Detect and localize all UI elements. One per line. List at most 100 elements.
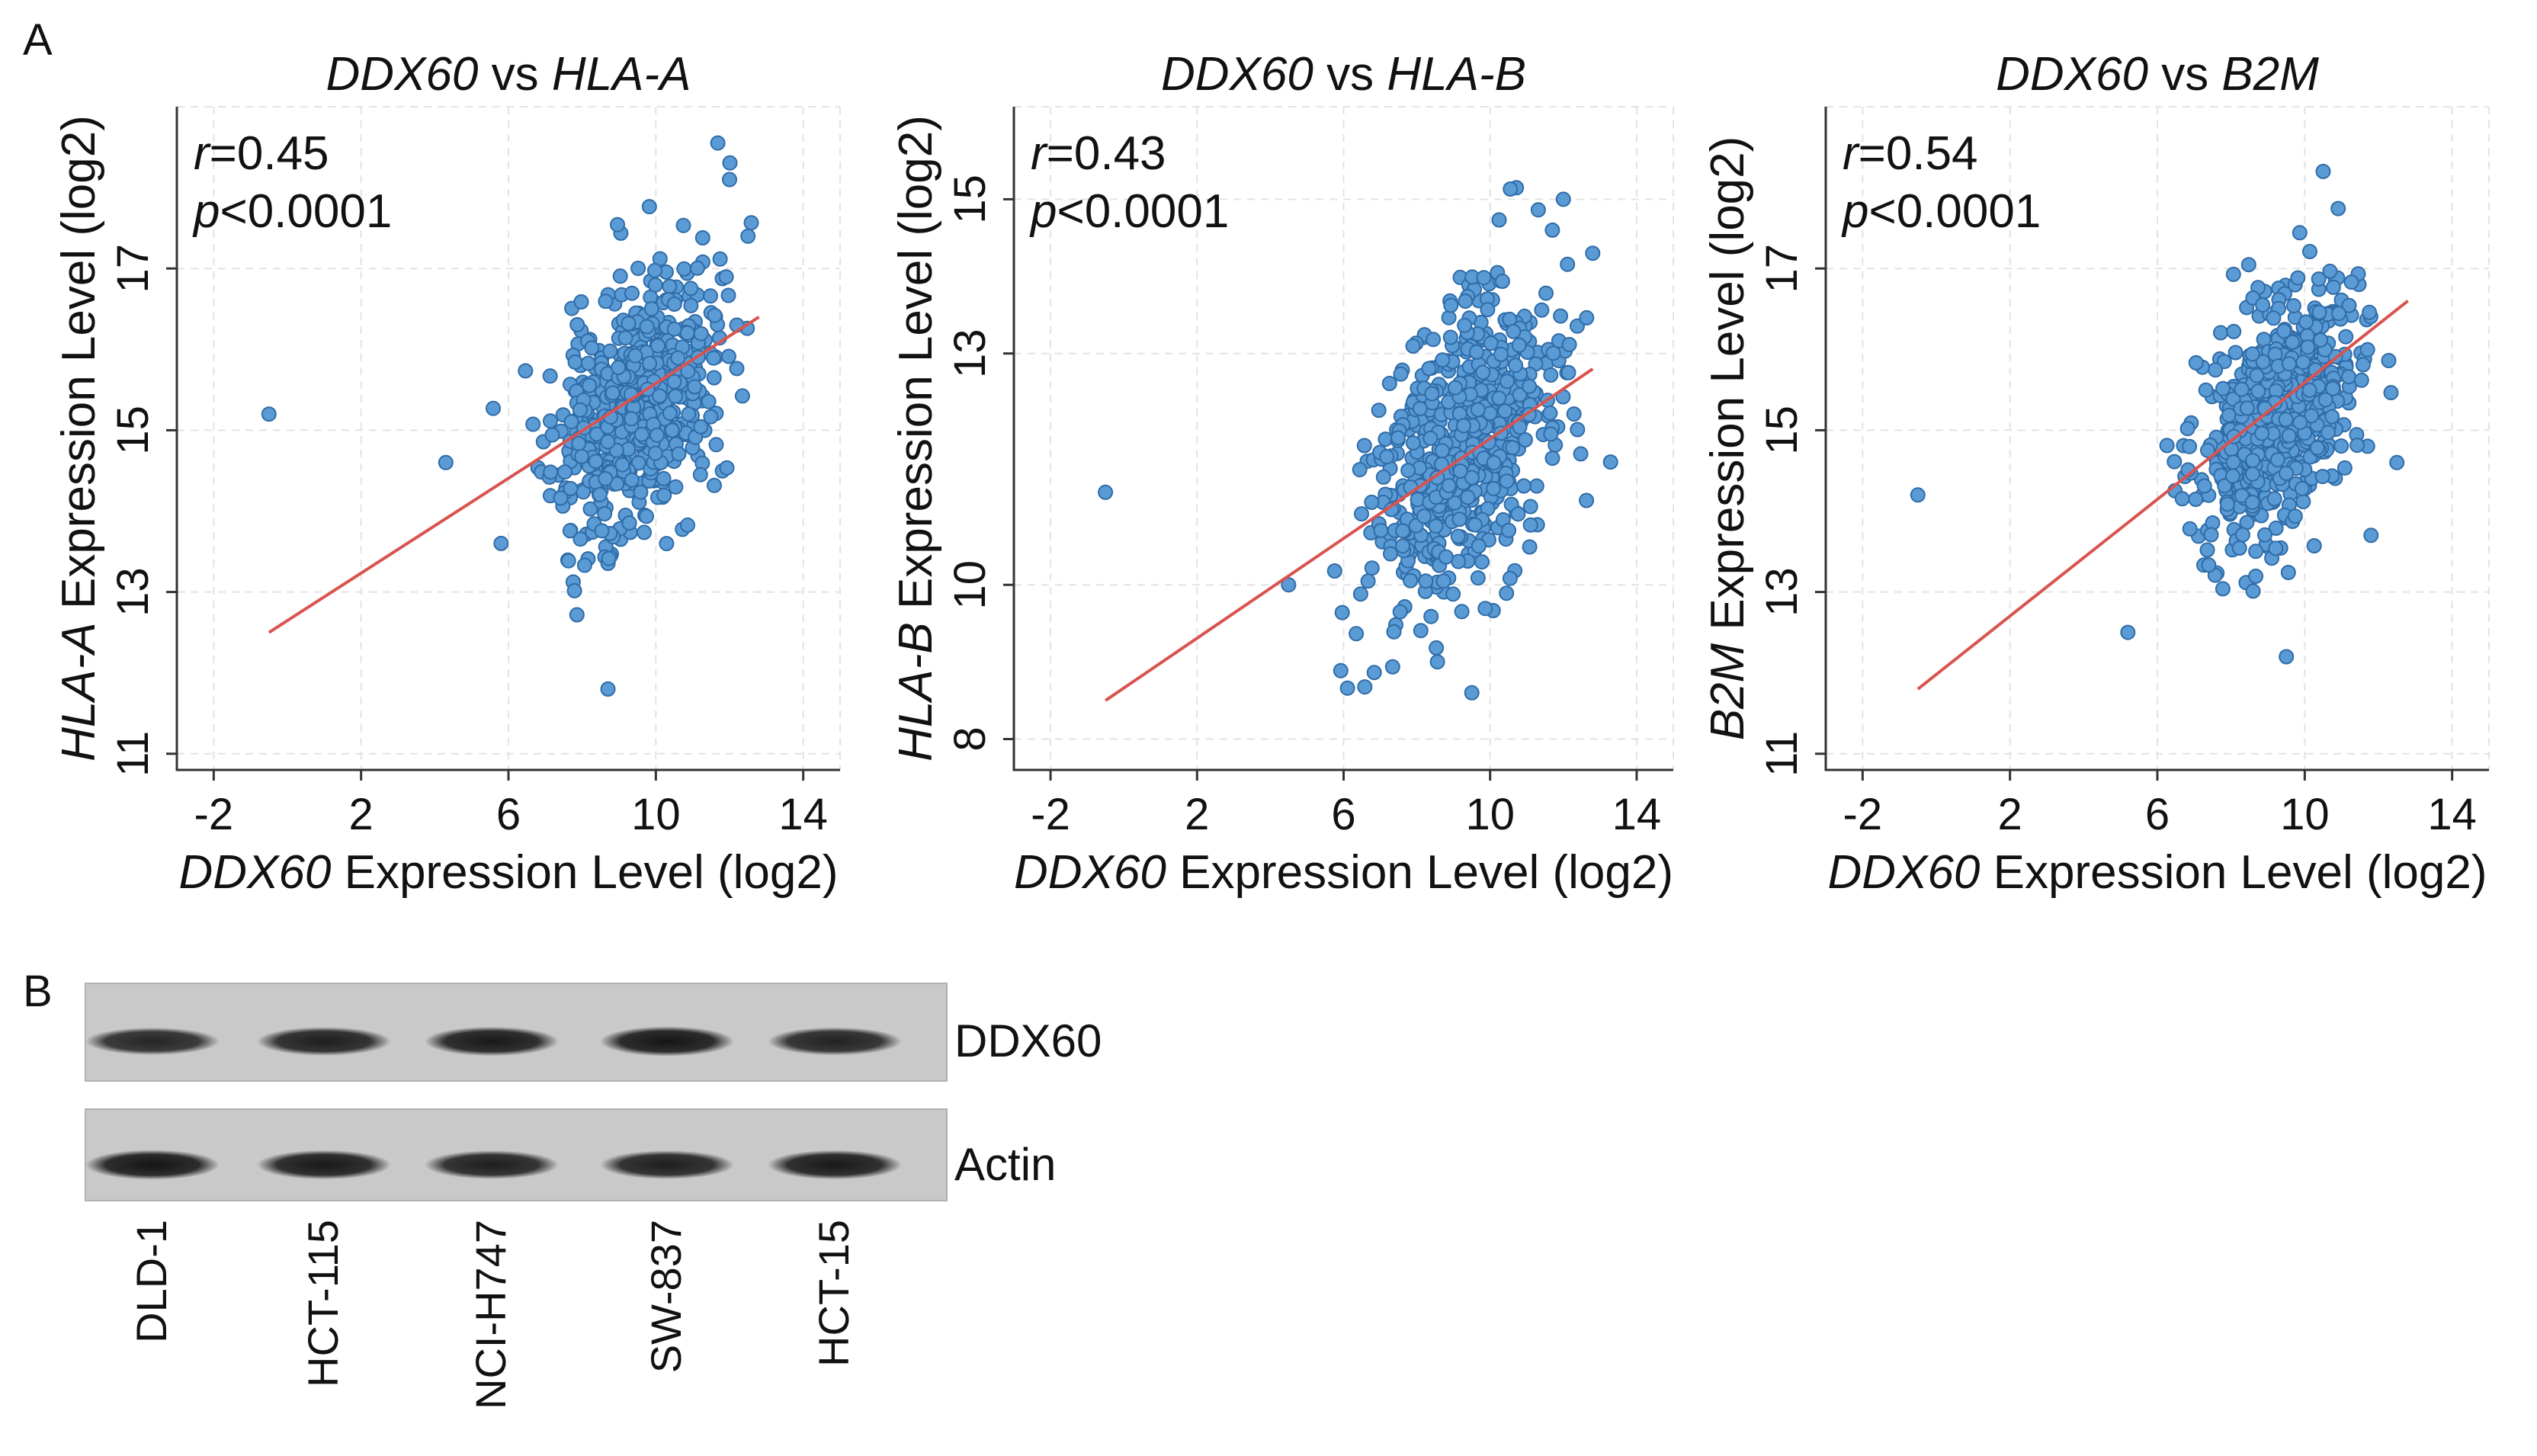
data-point <box>569 607 585 623</box>
data-point <box>1381 376 1397 391</box>
data-point <box>2266 491 2282 507</box>
data-point <box>2245 466 2260 482</box>
data-point <box>2215 380 2231 396</box>
data-point <box>566 582 582 598</box>
data-point <box>1421 361 1437 377</box>
data-point <box>1412 401 1428 416</box>
data-point <box>729 361 745 377</box>
data-point <box>2300 339 2316 355</box>
data-point <box>2208 362 2224 378</box>
data-point <box>671 446 687 462</box>
data-point <box>637 524 652 540</box>
data-point <box>1428 518 1444 534</box>
x-tick-label: 10 <box>2280 790 2330 839</box>
data-point <box>1416 508 1432 524</box>
data-point <box>1429 654 1445 670</box>
outlier-point <box>2315 163 2331 179</box>
data-point <box>1371 402 1387 419</box>
x-tick-label: 6 <box>496 790 521 839</box>
data-point <box>2294 480 2310 496</box>
data-point <box>2217 478 2233 494</box>
data-point <box>2220 496 2235 512</box>
x-axis-label: DDX60 Expression Level (log2) <box>1014 846 1673 899</box>
data-point <box>643 301 659 317</box>
data-point <box>656 470 672 486</box>
blot-band <box>768 1150 902 1180</box>
data-point <box>580 355 596 371</box>
y-axis-label: HLA-B Expression Level (log2) <box>890 115 942 762</box>
x-tick-label: 2 <box>1185 790 1209 839</box>
blot-band <box>257 1027 391 1056</box>
y-axis-rest: Expression Level (log2) <box>53 115 105 622</box>
data-point <box>642 355 657 371</box>
data-point <box>574 448 590 464</box>
y-tick-label: 15 <box>945 175 995 224</box>
data-point <box>2276 323 2292 339</box>
data-point <box>1475 364 1491 380</box>
data-point <box>601 550 617 566</box>
y-tick-label: 17 <box>108 244 158 293</box>
x-tick-label: 14 <box>778 790 828 839</box>
data-point <box>1545 345 1561 361</box>
data-point <box>1445 586 1461 602</box>
data-point <box>1442 329 1458 345</box>
data-point <box>543 464 559 480</box>
data-point <box>617 330 633 346</box>
title-target: B2M <box>2221 48 2319 101</box>
r-statistic: r=0.54 <box>1843 127 1978 180</box>
y-tick-label: 10 <box>945 560 995 610</box>
y-axis-gene: HLA-A <box>53 622 105 762</box>
data-point <box>1448 380 1463 396</box>
data-point <box>630 261 646 276</box>
data-point <box>525 416 541 432</box>
data-point <box>1534 302 1550 318</box>
outlier-point <box>1098 484 1114 500</box>
data-point <box>557 464 573 480</box>
data-point <box>621 316 637 332</box>
data-point <box>2179 421 2195 437</box>
data-point <box>1352 462 1368 478</box>
data-point <box>2188 354 2204 370</box>
data-point <box>2359 342 2375 358</box>
data-point <box>1360 573 1376 589</box>
data-point <box>2245 583 2261 599</box>
data-point <box>689 260 705 276</box>
data-point <box>2198 382 2214 398</box>
data-point <box>611 360 627 376</box>
data-point <box>598 293 614 309</box>
data-point <box>1443 297 1459 313</box>
x-axis-rest: Expression Level (log2) <box>1980 846 2487 899</box>
data-point <box>2268 520 2284 536</box>
data-point <box>707 477 722 493</box>
data-point <box>2245 453 2261 469</box>
data-point <box>2381 353 2397 368</box>
data-point <box>2383 385 2399 401</box>
data-point <box>563 480 579 496</box>
data-point <box>1403 572 1419 588</box>
data-point <box>2295 494 2311 509</box>
y-tick-label: 13 <box>108 567 158 617</box>
data-point <box>1510 506 1526 522</box>
data-point <box>518 363 534 379</box>
data-point <box>675 217 691 233</box>
data-point <box>1494 274 1510 289</box>
data-point <box>633 484 649 500</box>
data-point <box>1424 386 1440 402</box>
data-point <box>2341 297 2357 313</box>
data-point <box>2174 491 2190 507</box>
data-point <box>2248 544 2264 560</box>
data-point <box>1364 494 1380 510</box>
outlier-point <box>1544 222 1560 238</box>
blot-band <box>600 1026 734 1057</box>
data-point <box>1474 554 1490 570</box>
data-point <box>666 297 682 312</box>
data-point <box>708 437 724 453</box>
y-axis-gene: B2M <box>1701 643 1754 740</box>
data-point <box>1405 338 1421 354</box>
lane-label: SW-837 <box>642 1220 690 1373</box>
data-point <box>2343 274 2359 290</box>
p-value: <0.0001 <box>1868 185 2041 238</box>
blot-band <box>425 1026 559 1057</box>
